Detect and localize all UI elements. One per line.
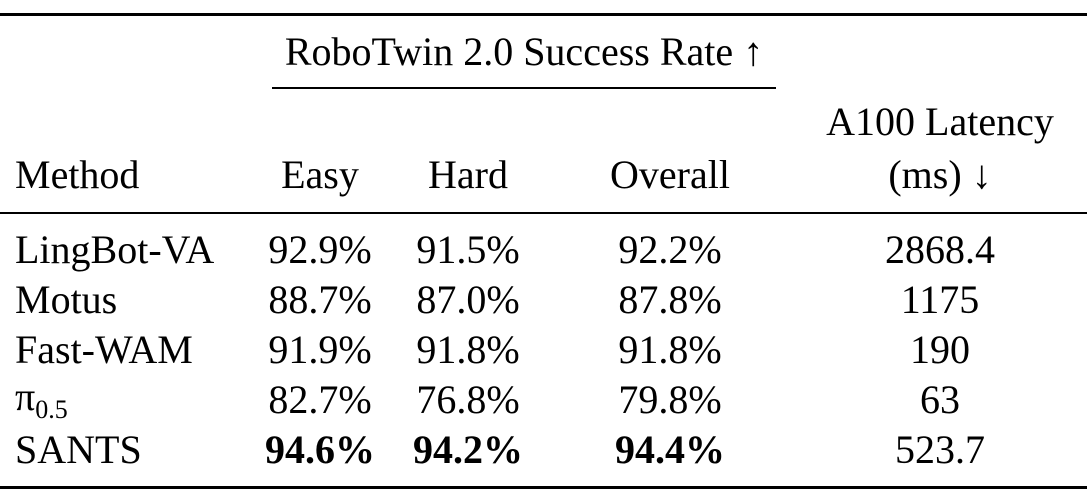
method-name: Fast-WAM [15, 327, 193, 372]
success-rate-cell: 88.7% [268, 277, 372, 322]
column-header: Overall [610, 152, 730, 197]
method-name: SANTS [15, 427, 142, 472]
success-rate-cell: 82.7% [268, 377, 372, 422]
success-rate-cell: 94.2% [413, 427, 523, 472]
method-name: LingBot-VA [15, 227, 215, 272]
latency-cell: 190 [910, 327, 970, 372]
method-name: π [15, 374, 36, 419]
top-rule [0, 13, 1087, 16]
success-rate-cell: 87.0% [416, 277, 520, 322]
success-rate-cell: 91.9% [268, 327, 372, 372]
column-header: Easy [281, 152, 359, 197]
mid-rule [0, 212, 1087, 214]
success-rate-cell: 92.2% [618, 227, 722, 272]
success-rate-cell: 92.9% [268, 227, 372, 272]
success-rate-cell: 91.8% [416, 327, 520, 372]
group-header: RoboTwin 2.0 Success Rate ↑ [284, 29, 764, 74]
group-rule [272, 87, 776, 89]
success-rate-cell: 94.6% [265, 427, 375, 472]
success-rate-cell: 91.5% [416, 227, 520, 272]
column-header: Method [15, 152, 140, 197]
method-cell: Motus [15, 280, 117, 320]
latency-cell: 523.7 [895, 427, 985, 472]
success-rate-cell: 76.8% [416, 377, 520, 422]
bottom-rule [0, 486, 1087, 489]
latency-cell: 63 [920, 377, 960, 422]
success-rate-cell: 79.8% [618, 377, 722, 422]
method-subscript: 0.5 [35, 395, 68, 424]
method-cell: LingBot-VA [15, 230, 214, 270]
latency-cell: 2868.4 [885, 227, 995, 272]
column-header: Hard [428, 152, 508, 197]
method-cell: SANTS [15, 430, 142, 470]
success-rate-cell: 87.8% [618, 277, 722, 322]
column-header: (ms) ↓ [888, 152, 992, 197]
method-cell: π0.5 [15, 377, 68, 423]
method-cell: Fast-WAM [15, 330, 193, 370]
success-rate-cell: 91.8% [618, 327, 722, 372]
latency-cell: 1175 [900, 277, 980, 322]
column-header: A100 Latency [826, 99, 1054, 144]
method-name: Motus [15, 277, 118, 322]
success-rate-cell: 94.4% [615, 427, 725, 472]
